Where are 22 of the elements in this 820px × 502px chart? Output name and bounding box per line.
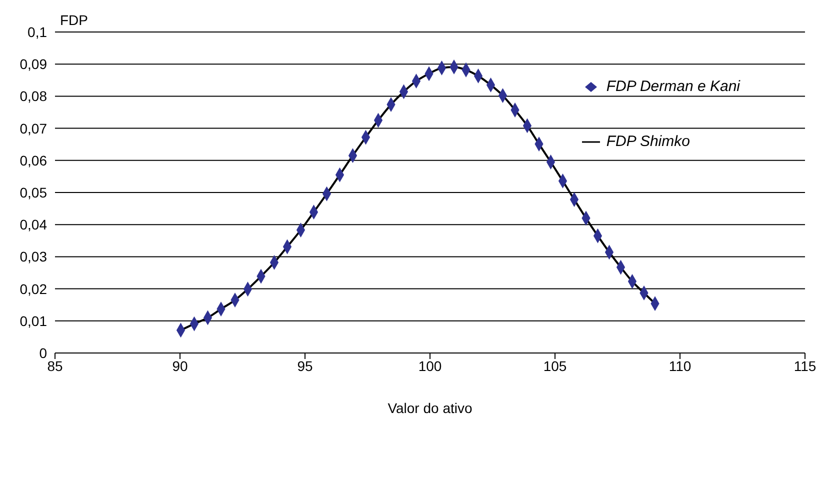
x-tick-label: 100 xyxy=(418,358,442,374)
y-tick-label: 0,08 xyxy=(20,88,48,104)
x-tick-label: 90 xyxy=(172,358,188,374)
y-tick-label: 0,06 xyxy=(20,152,48,168)
x-tick-label: 110 xyxy=(668,358,692,374)
y-tick-label: 0,02 xyxy=(20,280,48,297)
legend-label: FDP Derman e Kani xyxy=(606,78,740,95)
y-tick-label: 0,05 xyxy=(20,184,48,200)
y-tick-label: 0 xyxy=(39,344,48,361)
legend-label: FDP Shimko xyxy=(606,133,690,150)
y-tick-label: 0,04 xyxy=(20,216,48,233)
y-tick-label: 0,1 xyxy=(28,24,48,40)
y-tick-label: 0,03 xyxy=(20,248,48,265)
y-tick-label: 0,07 xyxy=(20,120,48,136)
x-tick-label: 105 xyxy=(543,358,567,374)
x-tick-label: 95 xyxy=(297,358,313,374)
x-tick-label: 85 xyxy=(47,358,63,374)
x-tick-label: 115 xyxy=(794,358,816,374)
y-tick-label: 0,01 xyxy=(20,312,48,329)
x-axis-title: Valor do ativo xyxy=(388,400,472,416)
y-axis-title: FDP xyxy=(60,12,88,28)
y-tick-label: 0,09 xyxy=(20,56,48,72)
